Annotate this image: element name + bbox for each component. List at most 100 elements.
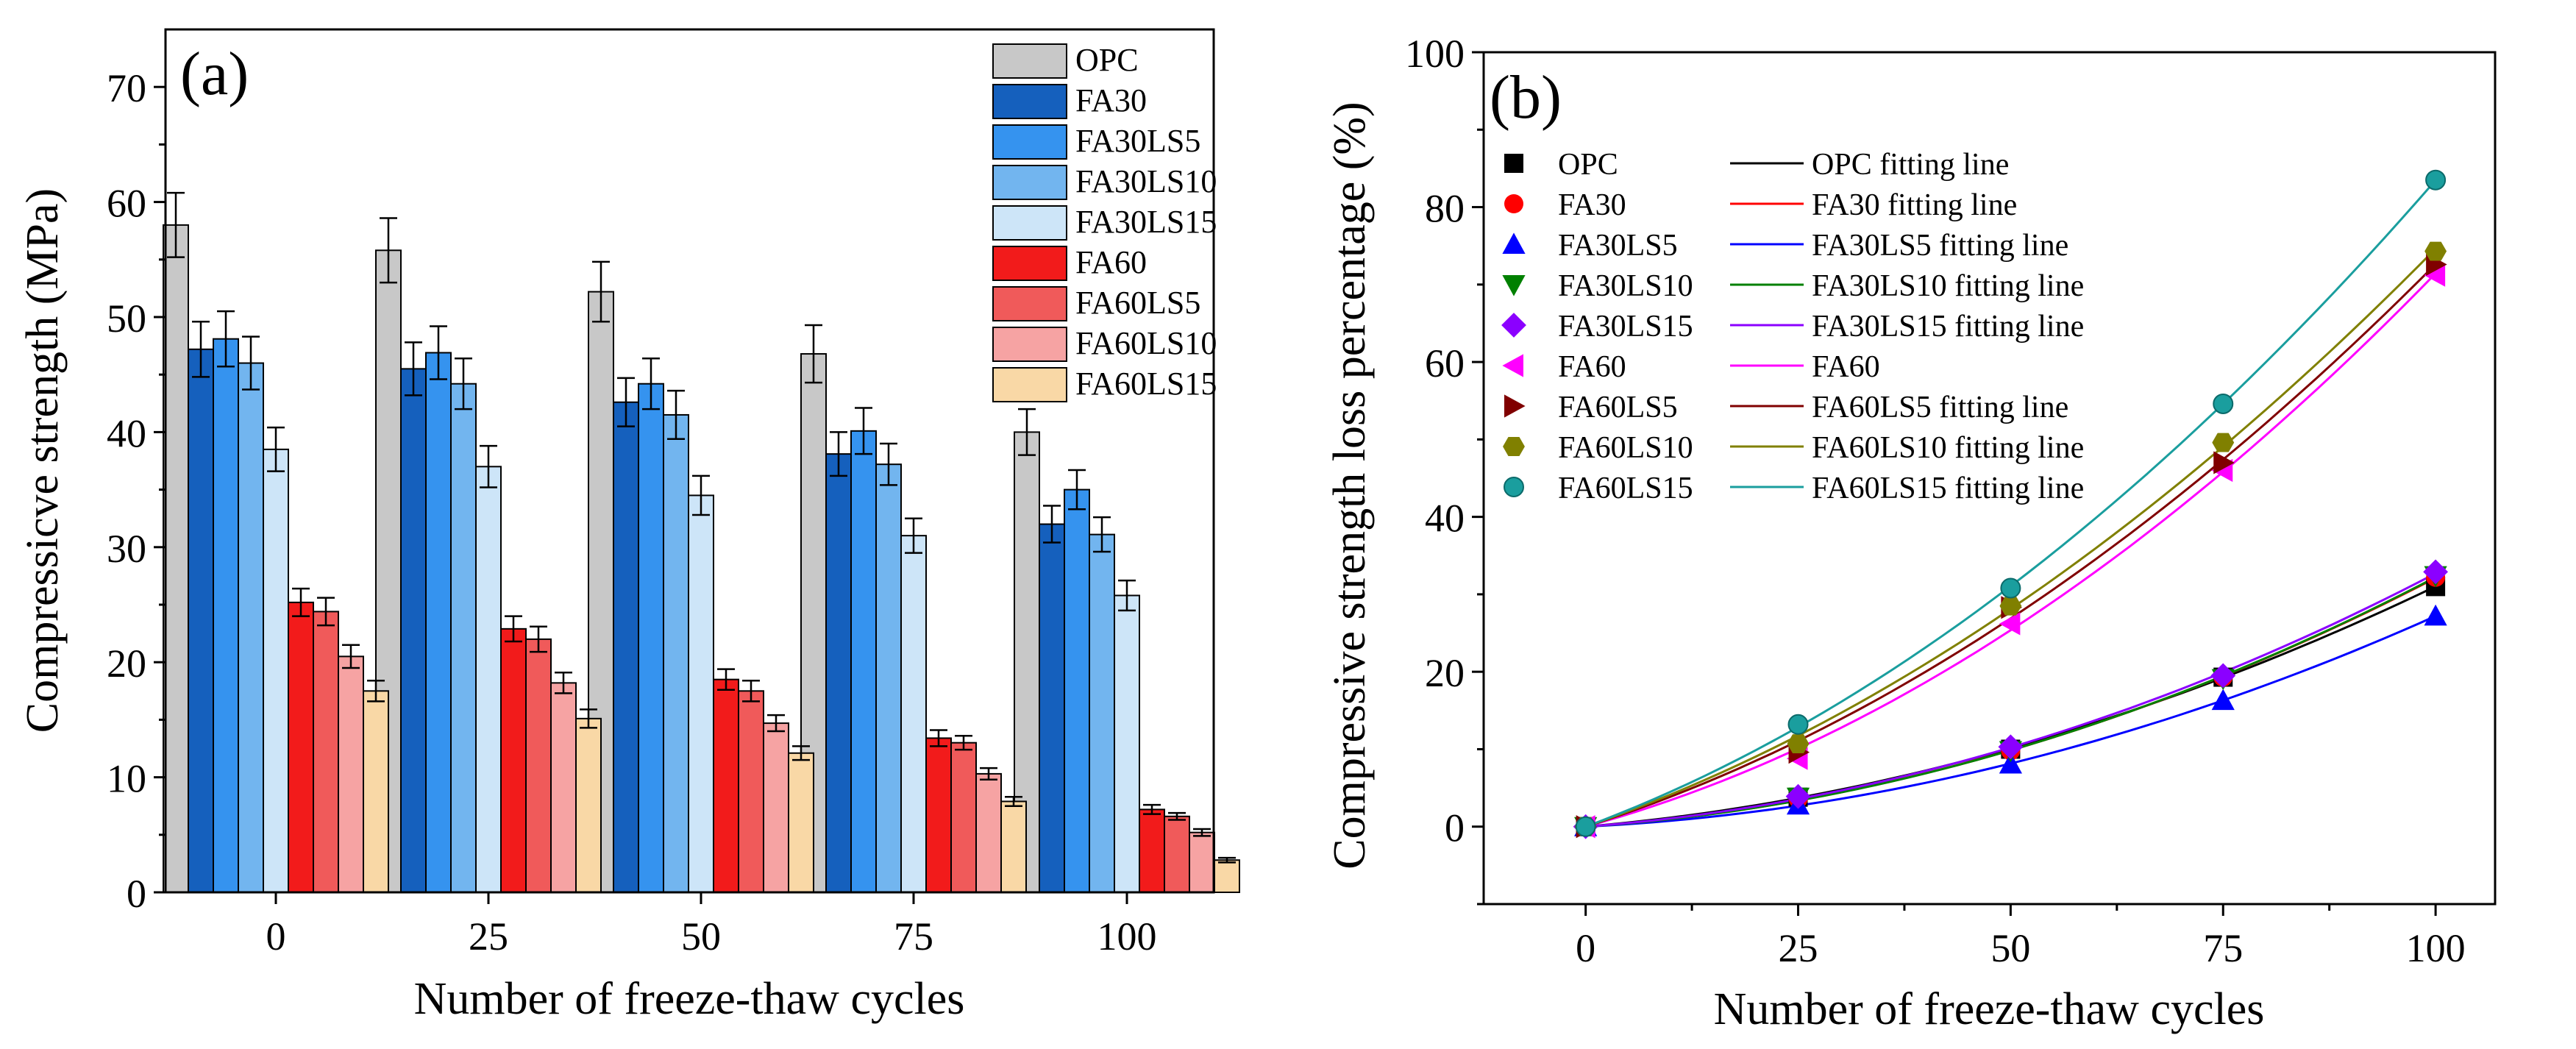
error-bar-fa30ls10-25 — [455, 358, 472, 410]
point-fa60ls15-100 — [2425, 169, 2447, 191]
point-fa30ls15-50 — [1998, 734, 2024, 760]
bar-fa60ls5-25 — [525, 638, 552, 893]
error-bar-fa30ls5-100 — [1068, 469, 1086, 511]
error-bar-fa30ls10-100 — [1093, 516, 1111, 553]
fit-line-fa60 — [1585, 272, 2437, 828]
legend-marker-fa30ls5 — [1502, 232, 1526, 254]
bar-fa60ls5-50 — [738, 690, 764, 893]
point-fa60ls10-100 — [2424, 241, 2447, 261]
error-bar-opc-0 — [167, 191, 185, 258]
legend-swatch-fa30 — [992, 84, 1067, 119]
y-tick-label: 0 — [1445, 806, 1465, 850]
error-bar-fa30-50 — [617, 377, 635, 427]
bar-fa30ls10-50 — [663, 413, 689, 893]
bar-fa30-25 — [400, 368, 427, 893]
legend-label-fa60: FA60 — [1075, 244, 1147, 280]
panel-a-label: (a) — [180, 40, 249, 108]
x-tick-label: 100 — [1097, 914, 1157, 959]
error-bar-fa30ls10-75 — [880, 442, 897, 486]
error-bar-fa60ls10-100 — [1193, 828, 1211, 837]
bar-fa30ls10-75 — [875, 463, 902, 893]
legend-fit-label-fa60ls15: FA60LS15 fitting line — [1812, 472, 2084, 505]
panel-a-y-axis-label: Compressicve strength (MPa) — [18, 188, 68, 733]
panel-b-markers — [1573, 169, 2449, 839]
legend-label-fa30ls15: FA30LS15 — [1558, 310, 1693, 344]
y-tick-label: 60 — [107, 182, 146, 226]
error-bar-fa60ls5-100 — [1168, 811, 1186, 821]
y-tick-label: 80 — [1425, 187, 1465, 231]
error-bar-fa30-0 — [192, 321, 210, 378]
point-fa60ls15-50 — [2000, 577, 2021, 599]
bar-fa60ls15-75 — [1000, 800, 1027, 893]
legend-marker-fa60ls10 — [1503, 437, 1525, 456]
legend-swatch-fa60 — [992, 246, 1067, 281]
legend-label-opc: OPC — [1558, 148, 1618, 182]
bar-fa30ls15-75 — [900, 535, 927, 893]
bar-fa30ls15-25 — [475, 466, 502, 893]
error-bar-fa30ls5-50 — [642, 358, 660, 410]
error-bar-fa60ls10-50 — [767, 714, 785, 733]
bar-fa30ls5-100 — [1064, 488, 1090, 893]
error-bar-fa30ls15-75 — [905, 517, 922, 554]
legend-swatch-opc — [992, 43, 1067, 79]
error-bar-fa60-75 — [930, 729, 947, 747]
y-tick-label: 100 — [1405, 32, 1465, 76]
legend-label-fa30ls5: FA30LS5 — [1075, 123, 1200, 159]
legend-marker-fa60ls15 — [1504, 477, 1524, 497]
bar-fa60ls15-50 — [788, 752, 814, 893]
error-bar-fa60-0 — [292, 587, 310, 617]
x-tick-label: 25 — [469, 914, 508, 959]
error-bar-opc-100 — [1018, 408, 1036, 456]
legend-fit-label-fa60ls10: FA60LS10 fitting line — [1812, 431, 2084, 465]
legend-marker-opc — [1504, 154, 1523, 173]
point-fa60ls15-25 — [1787, 714, 1809, 735]
bar-fa30-75 — [825, 453, 852, 893]
error-bar-fa60-100 — [1143, 803, 1161, 815]
error-bar-fa60ls5-75 — [955, 735, 972, 751]
point-fa60-100 — [2424, 263, 2446, 287]
panel-b-legend: OPC OPC fitting line FA30 FA30 fitting line… — [1501, 148, 2084, 505]
point-fa30ls5-100 — [2424, 604, 2447, 626]
bar-fa30-50 — [613, 401, 639, 893]
legend-fit-label-fa30: FA30 fitting line — [1812, 188, 2017, 222]
legend-label-fa60ls5: FA60LS5 — [1075, 285, 1200, 321]
legend-label-opc: OPC — [1075, 42, 1139, 78]
error-bar-fa30-25 — [405, 341, 422, 397]
error-bar-fa60ls10-25 — [555, 672, 572, 694]
x-tick-label: 25 — [1779, 926, 1818, 970]
bar-fa60ls5-75 — [950, 742, 977, 893]
legend-fit-label-fa60ls5: FA60LS5 fitting line — [1812, 391, 2068, 424]
error-bar-fa60-25 — [505, 615, 522, 643]
error-bar-fa30ls15-100 — [1118, 579, 1136, 612]
point-fa30ls5-50 — [1999, 752, 2022, 774]
bar-fa60ls15-100 — [1214, 859, 1240, 894]
legend-fit-label-opc: OPC fitting line — [1812, 148, 2009, 182]
legend-label-fa60ls5: FA60LS5 — [1558, 391, 1678, 424]
error-bar-fa30-75 — [830, 431, 847, 477]
error-bar-fa60ls15-25 — [580, 708, 597, 729]
panel-b-label: (b) — [1490, 63, 1562, 132]
legend-label-fa30ls5: FA30LS5 — [1558, 229, 1678, 263]
legend-label-fa60: FA60 — [1558, 350, 1626, 384]
bar-fa60ls15-25 — [575, 717, 602, 893]
point-fa60ls10-25 — [1787, 734, 1810, 754]
y-tick-label: 40 — [107, 411, 146, 455]
error-bar-fa30ls5-25 — [430, 325, 447, 380]
error-bar-fa30ls10-0 — [242, 335, 260, 391]
point-fa60ls10-50 — [1999, 596, 2022, 616]
panel-a-x-axis-label: Number of freeze-thaw cycles — [414, 974, 965, 1024]
legend-swatch-fa60ls15 — [992, 367, 1067, 402]
x-tick-label: 75 — [2203, 926, 2243, 970]
panel-a-plot-frame — [164, 28, 1215, 894]
bar-fa60ls10-25 — [550, 682, 577, 893]
bar-fa60-0 — [288, 601, 314, 893]
y-tick-label: 10 — [107, 757, 146, 801]
bar-fa60ls10-100 — [1189, 831, 1215, 893]
bar-opc-0 — [163, 224, 189, 893]
y-tick-label: 30 — [107, 527, 146, 571]
legend-label-fa30ls10: FA30LS10 — [1558, 269, 1693, 303]
error-bar-opc-50 — [592, 260, 610, 323]
bar-fa60ls5-100 — [1164, 815, 1190, 893]
legend-label-fa60ls15: FA60LS15 — [1558, 472, 1693, 505]
